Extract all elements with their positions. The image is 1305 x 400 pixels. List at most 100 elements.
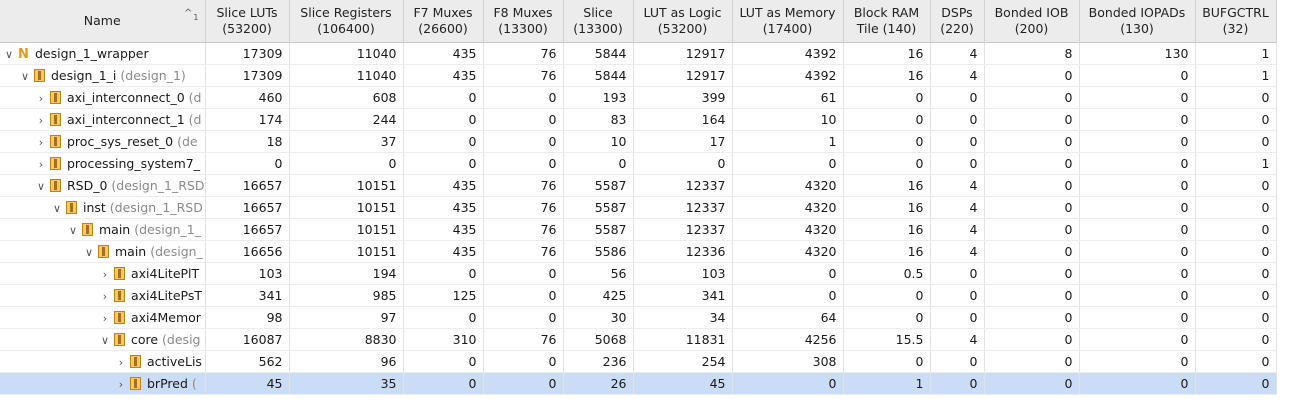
hierarchy-cell[interactable]: › proc_sys_reset_0 (de [0,130,206,153]
column-header-label: Name [83,13,121,28]
hierarchy-cell[interactable]: ∨ inst (design_1_RSD [0,196,206,219]
chevron-right-icon[interactable]: › [118,356,124,369]
cell-value: 45 [633,372,733,395]
cell-name: main [99,222,131,237]
cell-value: 0 [205,152,290,175]
chevron-right-icon[interactable]: › [38,92,44,105]
chevron-down-icon[interactable]: ∨ [52,202,62,215]
cell-value: 96 [289,350,404,373]
table-row[interactable]: › axi4LitePlT 103 194 0 0 56 103 0 0.5 0 0 0 0 [0,262,1277,285]
table-row[interactable]: › axi_interconnect_0 (d 460 608 0 0 193 399 61 0 0… [0,86,1277,109]
cell-value: 16657 [205,218,290,241]
hierarchy-cell[interactable]: ∨ main (design_1_ [0,218,206,241]
column-header[interactable]: Bonded IOPADs (130) [1079,0,1196,43]
column-header[interactable]: BUFGCTRL (32) [1195,0,1277,43]
hierarchy-cell[interactable]: ∨ main (design_ [0,240,206,263]
table-row[interactable]: ∨ main (design_1_ 16657 10151 435 76 5587 12337… [0,218,1277,241]
table-row[interactable]: ∨ design_1_i (design_1) 17309 11040 435 76 584… [0,64,1277,87]
table-row[interactable]: ∨ core (desig 16087 8830 310 76 5068 11831 4256 1… [0,328,1277,351]
table-row[interactable]: › proc_sys_reset_0 (de 18 37 0 0 10 17 1 0 0 0 0 0 [0,130,1277,153]
column-header[interactable]: F8 Muxes (13300) [483,0,564,43]
column-header[interactable]: Block RAM Tile (140) [843,0,931,43]
cell-value: 0 [843,306,931,329]
hierarchy-cell[interactable]: › processing_system7_ [0,152,206,175]
column-header[interactable]: Bonded IOB (200) [984,0,1080,43]
cell-value: 0 [289,152,404,175]
column-header[interactable]: LUT as Memory (17400) [732,0,844,43]
cell-value: 16657 [205,174,290,197]
cell-value: 10151 [289,240,404,263]
cell-name: axi_interconnect_0 [67,90,185,105]
column-header[interactable]: Slice Registers (106400) [289,0,404,43]
cell-value: 10151 [289,174,404,197]
hierarchy-cell[interactable]: › axi4LitePsT [0,284,206,307]
column-header[interactable]: DSPs (220) [930,0,985,43]
cell-value: 308 [732,350,844,373]
cell-value: 0 [984,152,1080,175]
chevron-down-icon[interactable]: ∨ [4,47,14,61]
table-row[interactable]: › axi4LitePsT 341 985 125 0 425 341 0 0 0 0 0 0 [0,284,1277,307]
chevron-down-icon[interactable]: ∨ [20,70,30,83]
cell-value: 0 [1195,372,1277,395]
hierarchy-cell[interactable]: ∨ core (desig [0,328,206,351]
cell-name: inst [83,200,106,215]
cell-module-hint: (design_1) [116,68,186,83]
cell-value: 5844 [563,64,634,87]
chevron-right-icon[interactable]: › [38,114,44,127]
hierarchy-cell[interactable]: › axi_interconnect_0 (d [0,86,206,109]
hierarchy-cell[interactable]: ∨ RSD_0 (design_1_RSD [0,174,206,197]
chevron-right-icon[interactable]: › [102,268,108,281]
chevron-down-icon[interactable]: ∨ [100,334,110,347]
table-row[interactable]: › activeLis 562 96 0 0 236 254 308 0 0 0 0 0 [0,350,1277,373]
cell-value: 0 [1079,306,1196,329]
cell-value: 0 [843,108,931,131]
sort-ascending-icon[interactable]: ^1 [184,6,198,22]
cell-value: 236 [563,350,634,373]
hierarchy-cell[interactable]: › activeLis [0,350,206,373]
column-header[interactable]: F7 Muxes (26600) [403,0,484,43]
column-header[interactable]: LUT as Logic (53200) [633,0,733,43]
column-header[interactable]: Slice (13300) [563,0,634,43]
table-row[interactable]: › axi_interconnect_1 (d 174 244 0 0 83 164 10 0 0 0… [0,108,1277,131]
hierarchy-cell[interactable]: › brPred ( [0,372,206,395]
cell-value: 64 [732,306,844,329]
chevron-right-icon[interactable]: › [38,136,44,149]
cell-value: 76 [483,328,564,351]
cell-value: 5587 [563,196,634,219]
cell-value: 0 [930,86,985,109]
cell-value: 0 [984,64,1080,87]
cell-value: 5587 [563,174,634,197]
cell-value: 0 [930,262,985,285]
table-row[interactable]: ∨ RSD_0 (design_1_RSD 16657 10151 435 76 5587 1… [0,174,1277,197]
module-icon [50,113,61,126]
hierarchy-cell[interactable]: › axi4LitePlT [0,262,206,285]
chevron-down-icon[interactable]: ∨ [84,246,94,259]
hierarchy-cell[interactable]: › axi_interconnect_1 (d [0,108,206,131]
chevron-right-icon[interactable]: › [102,290,108,303]
table-row[interactable]: ∨ main (design_ 16656 10151 435 76 5586 12336 43… [0,240,1277,263]
table-row[interactable]: › axi4Memor 98 97 0 0 30 34 64 0 0 0 0 0 [0,306,1277,329]
table-row[interactable]: ∨ inst (design_1_RSD 16657 10151 435 76 5587 12… [0,196,1277,219]
table-row[interactable]: › brPred (45 35 0 0 26 45 0 1 0 0 0 0 [0,372,1277,395]
table-row[interactable]: › processing_system7_ 0 0 0 0 0 0 0 0 0 0 0 1 [0,152,1277,175]
chevron-down-icon[interactable]: ∨ [68,224,78,237]
module-icon [98,245,109,258]
chevron-right-icon[interactable]: › [102,312,108,325]
chevron-down-icon[interactable]: ∨ [36,180,46,193]
cell-value: 4 [930,240,985,263]
cell-value: 985 [289,284,404,307]
column-header-label: DSPs [941,5,973,20]
cell-value: 0 [732,152,844,175]
column-header[interactable]: Slice LUTs (53200) [205,0,290,43]
cell-value: 0 [1195,284,1277,307]
cell-value: 0 [984,240,1080,263]
chevron-right-icon[interactable]: › [38,158,44,171]
chevron-right-icon[interactable]: › [118,378,124,391]
hierarchy-cell[interactable]: › axi4Memor [0,306,206,329]
hierarchy-cell[interactable]: ∨ design_1_i (design_1) [0,64,206,87]
column-header-name[interactable]: Name ^1 [0,0,206,43]
cell-value: 0 [483,152,564,175]
